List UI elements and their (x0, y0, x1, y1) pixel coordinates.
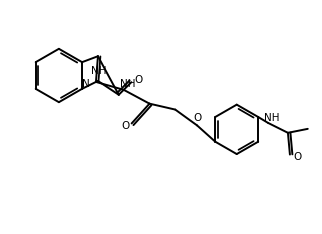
Text: NH: NH (264, 113, 280, 123)
Text: O: O (193, 113, 201, 124)
Text: O: O (134, 75, 142, 85)
Text: NH: NH (91, 66, 107, 76)
Text: O: O (294, 152, 302, 161)
Text: N: N (82, 79, 90, 89)
Text: NH: NH (120, 79, 136, 89)
Text: O: O (122, 121, 130, 131)
